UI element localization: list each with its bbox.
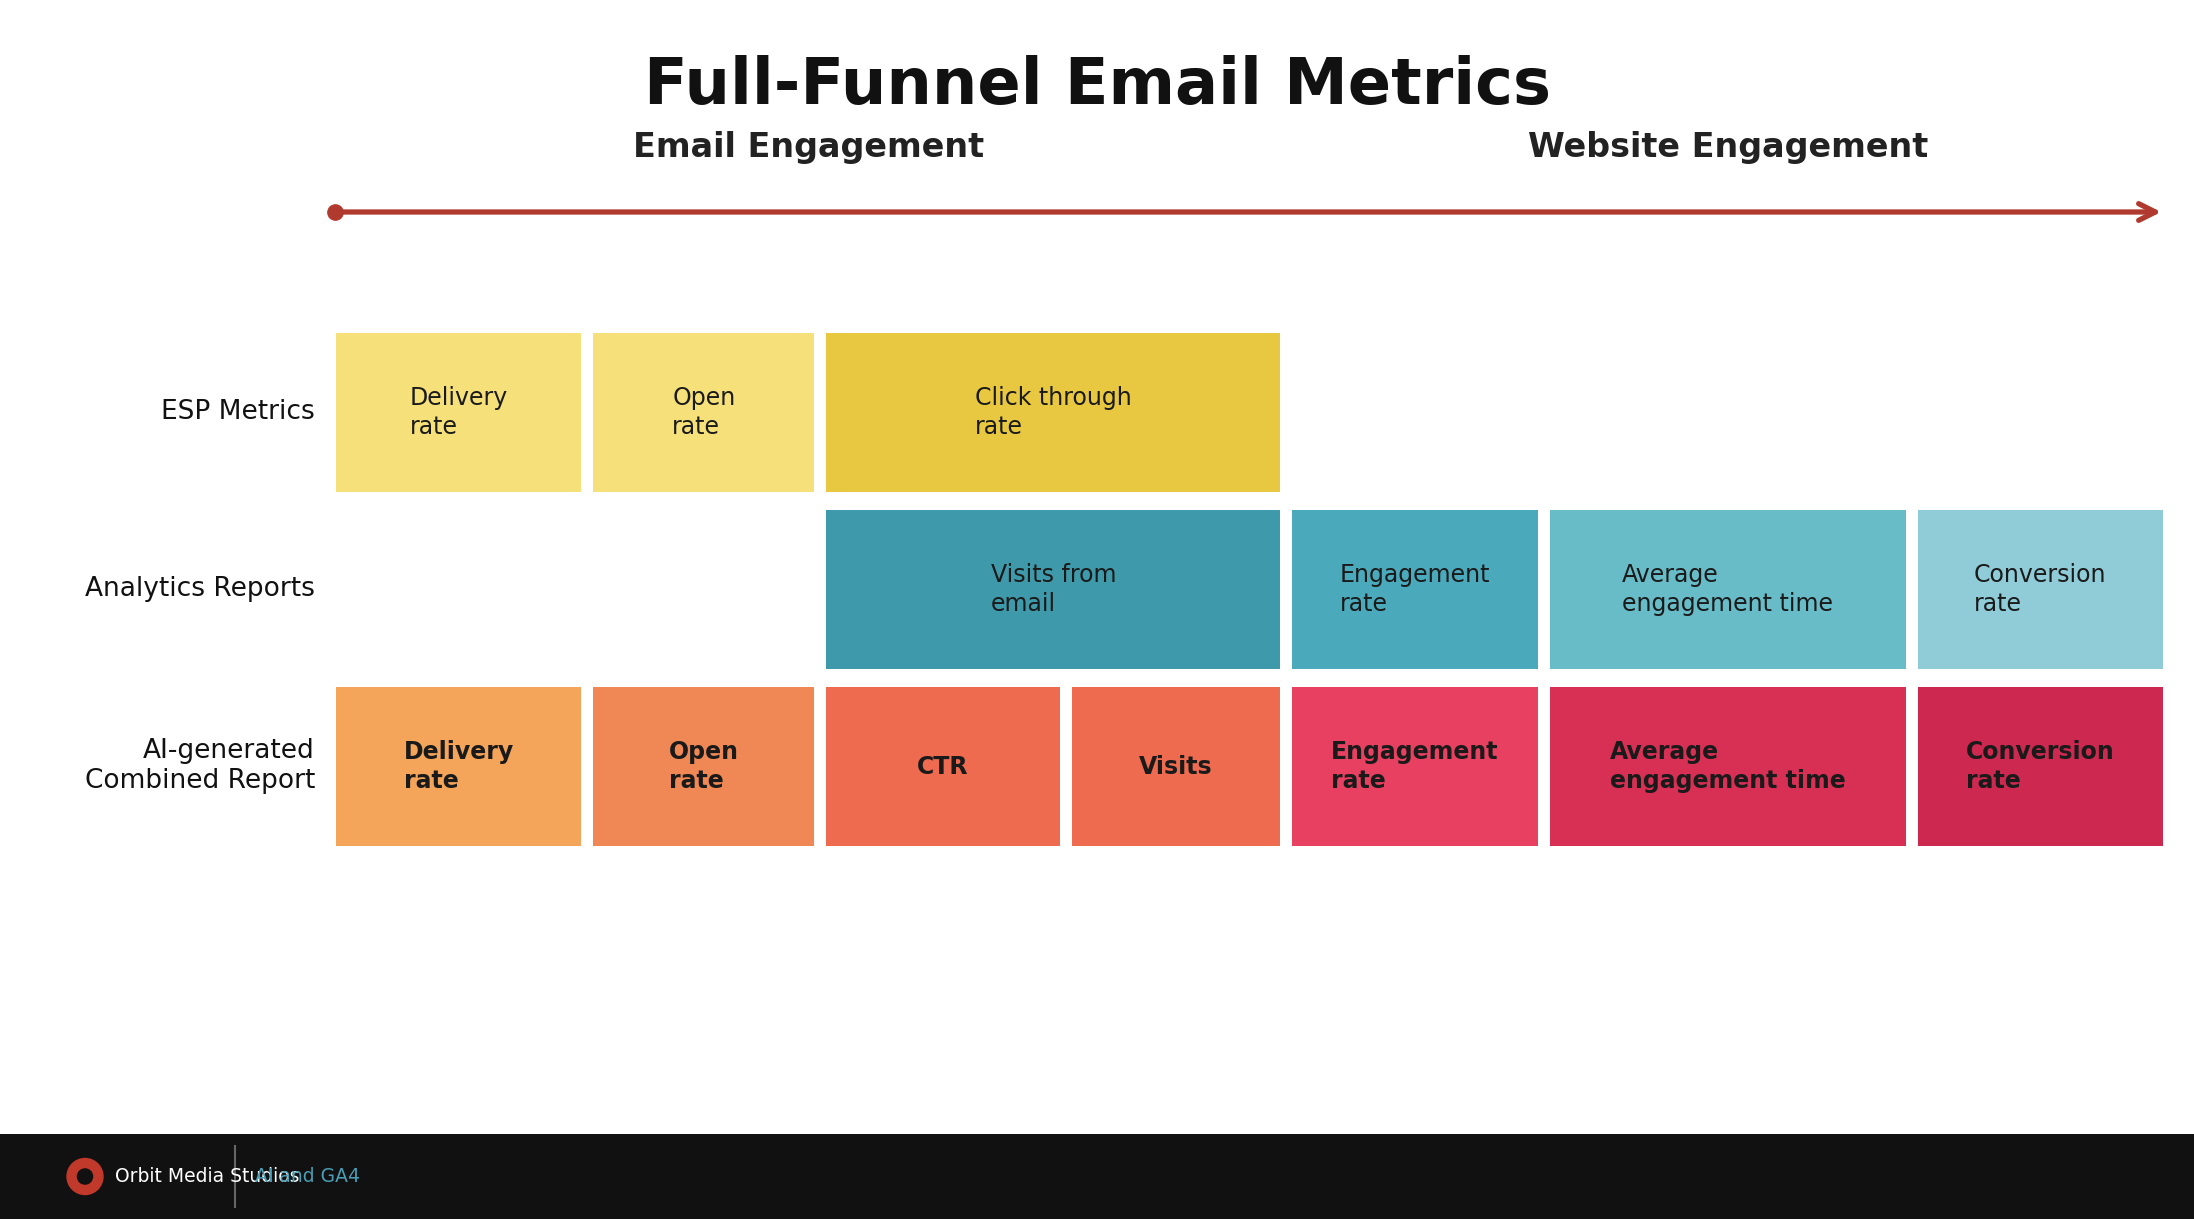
Text: CTR: CTR: [917, 755, 970, 779]
Bar: [1071, 688, 1281, 846]
Text: Email Engagement: Email Engagement: [632, 130, 983, 163]
Text: Conversion
rate: Conversion rate: [1975, 563, 2106, 617]
Text: Visits: Visits: [1139, 755, 1213, 779]
Bar: [1549, 688, 1907, 846]
Text: Average
engagement time: Average engagement time: [1610, 740, 1845, 794]
Bar: [336, 688, 581, 846]
Text: Analytics Reports: Analytics Reports: [86, 577, 316, 602]
Text: AI and GA4: AI and GA4: [255, 1167, 360, 1186]
Bar: [827, 688, 1060, 846]
Bar: [336, 333, 581, 492]
Text: Visits from
email: Visits from email: [989, 563, 1117, 617]
Text: Engagement
rate: Engagement rate: [1332, 740, 1499, 794]
Text: Delivery
rate: Delivery rate: [404, 740, 513, 794]
Text: Full-Funnel Email Metrics: Full-Funnel Email Metrics: [643, 55, 1551, 117]
Text: Click through
rate: Click through rate: [974, 385, 1132, 439]
Text: Orbit Media Studios: Orbit Media Studios: [114, 1167, 301, 1186]
Bar: [827, 333, 1281, 492]
Text: Open
rate: Open rate: [669, 740, 739, 794]
Bar: [592, 688, 814, 846]
Bar: [1292, 688, 1538, 846]
Bar: [827, 510, 1281, 669]
Text: Open
rate: Open rate: [671, 385, 735, 439]
Text: Engagement
rate: Engagement rate: [1341, 563, 1490, 617]
Text: AI-generated
Combined Report: AI-generated Combined Report: [86, 739, 316, 795]
Text: Conversion
rate: Conversion rate: [1966, 740, 2115, 794]
Bar: [1918, 510, 2163, 669]
Bar: [592, 333, 814, 492]
Circle shape: [68, 1158, 103, 1195]
Bar: [1292, 510, 1538, 669]
Circle shape: [77, 1169, 92, 1184]
Text: Website Engagement: Website Engagement: [1527, 130, 1929, 163]
Text: ESP Metrics: ESP Metrics: [160, 400, 316, 425]
Bar: [1549, 510, 1907, 669]
Text: Delivery
rate: Delivery rate: [410, 385, 507, 439]
Bar: [0, 1134, 2194, 1219]
Text: Average
engagement time: Average engagement time: [1621, 563, 1834, 617]
Bar: [1918, 688, 2163, 846]
